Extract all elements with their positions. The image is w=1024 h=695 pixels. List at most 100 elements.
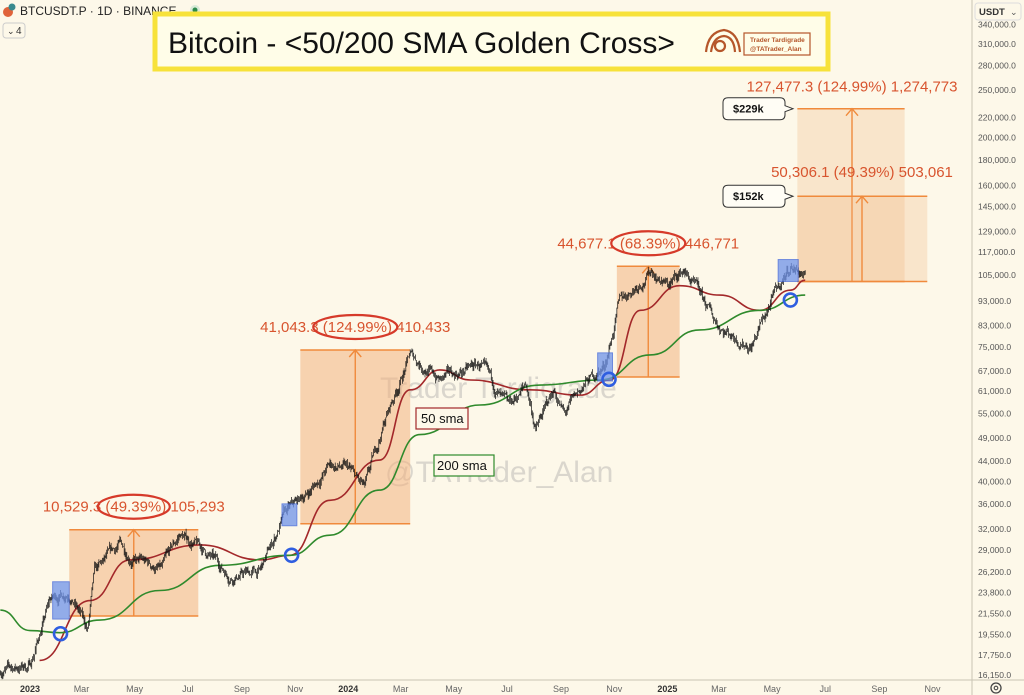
credit-box	[743, 32, 811, 56]
y-tick-label: 250,000.0	[978, 85, 1016, 95]
y-tick-label: 93,000.0	[978, 296, 1011, 306]
credit-handle: @TATrader_Alan	[750, 46, 802, 53]
y-tick-label: 129,000.0	[978, 226, 1016, 236]
y-tick-label: 36,000.0	[978, 499, 1011, 509]
symbol-title[interactable]: BTCUSDT.P · 1D · BINANCE	[20, 4, 176, 18]
y-tick-label: 61,000.0	[978, 386, 1011, 396]
x-axis-ticks: 2023 Mar May Jul Sep Nov 2024 Mar May Jul Sep Nov 20…	[20, 684, 941, 694]
y-tick-label: 40,000.0	[978, 476, 1011, 486]
projection-ticks: 446,771	[681, 235, 739, 252]
projection-layer	[69, 107, 928, 617]
projection-label: 41,043.3 (124.99%) 410,433	[260, 319, 450, 336]
projection-label: 44,677.1 (68.39%) 446,771	[557, 235, 739, 252]
highlight-ellipse	[312, 313, 399, 341]
golden-cross-marker	[283, 547, 300, 564]
projection-change: 50,306.1	[771, 164, 829, 181]
y-tick-label: 145,000.0	[978, 201, 1016, 211]
x-tick-label: Nov	[925, 684, 942, 694]
projection-change: 41,043.3	[260, 319, 318, 336]
projection-label: 127,477.3 (124.99%) 1,274,773	[746, 79, 957, 96]
arrow-head-icon	[641, 265, 655, 274]
sma-layer	[0, 279, 806, 662]
y-tick-label: 55,000.0	[978, 408, 1011, 418]
y-tick-label: 23,800.0	[978, 587, 1011, 597]
x-tick-label: Mar	[711, 684, 727, 694]
pre-cross-box	[281, 503, 298, 527]
projection-percent: (68.39%)	[616, 235, 681, 252]
settings-gear-icon[interactable]	[990, 682, 1002, 694]
y-tick-label: 21,550.0	[978, 608, 1011, 618]
candles-layer	[0, 262, 806, 680]
projection-percent: (49.39%)	[101, 499, 166, 516]
projection-percent: (124.99%)	[319, 319, 392, 336]
y-axis-ticks: 340,000.0 310,000.0 280,000.0 250,000.0 220,…	[978, 19, 1016, 680]
projection-ticks: 105,293	[166, 499, 224, 516]
sma50-line	[39, 279, 806, 662]
y-tick-label: 19,550.0	[978, 629, 1011, 639]
x-tick-label: Mar	[393, 684, 409, 694]
y-tick-label: 17,750.0	[978, 650, 1011, 660]
x-tick-label: Jul	[182, 684, 194, 694]
projection-ticks: 1,274,773	[887, 79, 958, 96]
x-tick-label: Sep	[234, 684, 250, 694]
credit-name: Trader Tardigrade	[750, 37, 805, 44]
arrow-head-icon	[127, 528, 141, 538]
indicator-count: 4	[16, 26, 22, 37]
tardigrade-logo-icon	[704, 28, 742, 53]
projection-box	[797, 108, 905, 282]
x-tick-label: Sep	[553, 684, 569, 694]
chevron-down-icon: ⌄	[7, 26, 15, 36]
x-tick-label: Nov	[606, 684, 623, 694]
y-tick-label: 280,000.0	[978, 61, 1016, 71]
projection-change: 10,529.3	[43, 499, 101, 516]
arrow-head-icon	[348, 348, 362, 358]
y-tick-label: 29,000.0	[978, 545, 1011, 555]
price-callout-label: $152k	[733, 191, 764, 203]
pre-cross-box	[597, 352, 613, 382]
y-axis-panel[interactable]	[972, 0, 1024, 695]
x-tick-label: 2024	[338, 684, 358, 694]
highlight-ellipse	[96, 493, 171, 520]
y-tick-label: 117,000.0	[978, 247, 1015, 257]
y-tick-label: 220,000.0	[978, 112, 1016, 122]
x-tick-label: Mar	[74, 684, 90, 694]
sma50-label: 50 sma	[421, 411, 464, 426]
y-tick-label: 26,200.0	[978, 567, 1011, 577]
market-status-dot	[192, 7, 198, 13]
banner-title: Bitcoin - <50/200 SMA Golden Cross>	[168, 27, 675, 60]
projection-change: 127,477.3	[746, 79, 813, 96]
sma50-label-box	[415, 407, 469, 430]
x-tick-label: May	[126, 684, 144, 694]
projection-ticks: 410,433	[392, 319, 450, 336]
chevron-down-icon: ⌄	[1010, 7, 1018, 17]
y-tick-label: 32,000.0	[978, 524, 1011, 534]
x-tick-label: Jul	[820, 684, 832, 694]
y-tick-label: 44,000.0	[978, 456, 1011, 466]
x-tick-label: May	[445, 684, 463, 694]
indicators-toggle[interactable]	[2, 22, 26, 39]
projection-ticks: 503,061	[895, 164, 953, 181]
pre-cross-box	[777, 259, 799, 282]
y-tick-label: 105,000.0	[978, 270, 1016, 280]
y-tick-label: 200,000.0	[978, 133, 1016, 143]
golden-cross-marker	[601, 371, 617, 388]
label-layer: 10,529.3 (49.39%) 105,293 41,043.3 (124.9…	[43, 79, 958, 520]
marker-layer	[52, 259, 799, 642]
golden-cross-marker	[52, 625, 69, 642]
arrow-head-icon	[845, 107, 859, 117]
projection-label: 10,529.3 (49.39%) 105,293	[43, 499, 225, 516]
x-tick-label: 2023	[20, 684, 40, 694]
x-tick-label: May	[764, 684, 782, 694]
x-tick-label: 2025	[657, 684, 677, 694]
sma200-line	[0, 294, 806, 634]
x-tick-label: Jul	[501, 684, 513, 694]
highlight-ellipse	[610, 230, 687, 257]
y-tick-label: 16,150.0	[978, 670, 1011, 680]
pre-cross-box	[52, 581, 70, 620]
projection-percent: (49.39%)	[829, 164, 894, 181]
y-tick-label: 180,000.0	[978, 155, 1016, 165]
y-tick-label: 160,000.0	[978, 180, 1016, 190]
watermark-handle: @TATrader_Alan	[385, 456, 613, 489]
currency-selector[interactable]	[974, 2, 1022, 21]
